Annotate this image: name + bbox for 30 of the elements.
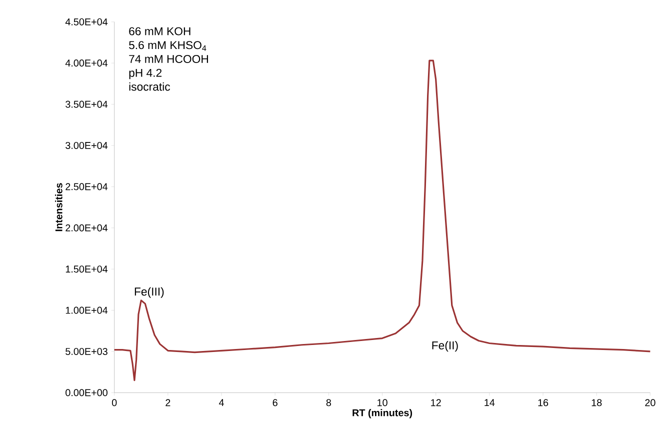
y-tick-label: 3.50E+04 <box>66 100 108 108</box>
y-tick-label: 4.50E+04 <box>65 18 108 26</box>
x-tick-label: 2 <box>166 398 170 406</box>
annotation: Fe(II) <box>432 340 458 352</box>
y-tick-label: 5.00E+03 <box>66 348 108 355</box>
x-tick-label: 0 <box>112 398 117 406</box>
annotation: 66 mM KOH <box>129 27 190 36</box>
y-tick-label: 1.50E+04 <box>66 265 108 272</box>
y-tick-label: 3.00E+04 <box>66 142 108 149</box>
y-tick-label: 4.00E+04 <box>65 59 108 66</box>
x-tick-label: 12 <box>431 398 441 406</box>
x-axis-title: RT (minutes) <box>352 408 412 418</box>
x-tick-label: 18 <box>592 398 602 406</box>
x-tick-label: 10 <box>378 398 388 406</box>
x-tick-label: 14 <box>484 398 495 406</box>
y-tick-label: 1.00E+04 <box>66 306 108 314</box>
annotation: 5.6 mM KHSO$_{4}$ <box>129 40 206 51</box>
y-tick-label: 2.50E+04 <box>66 182 108 190</box>
x-tick-label: 4 <box>218 398 224 406</box>
y-axis-title: Intensities <box>55 182 62 231</box>
annotation: pH 4.2 <box>129 68 162 79</box>
y-tick-label: 0.00E+00 <box>66 388 108 396</box>
x-tick-label: 8 <box>326 398 332 406</box>
annotation: 74 mM HCOOH <box>129 54 208 63</box>
x-tick-label: 16 <box>538 398 548 406</box>
x-tick-label: 20 <box>645 398 656 406</box>
annotation: Fe(III) <box>134 287 164 298</box>
x-tick-label: 6 <box>272 398 278 406</box>
y-tick-label: 2.00E+04 <box>66 224 108 232</box>
annotation: isocratic <box>129 82 170 91</box>
